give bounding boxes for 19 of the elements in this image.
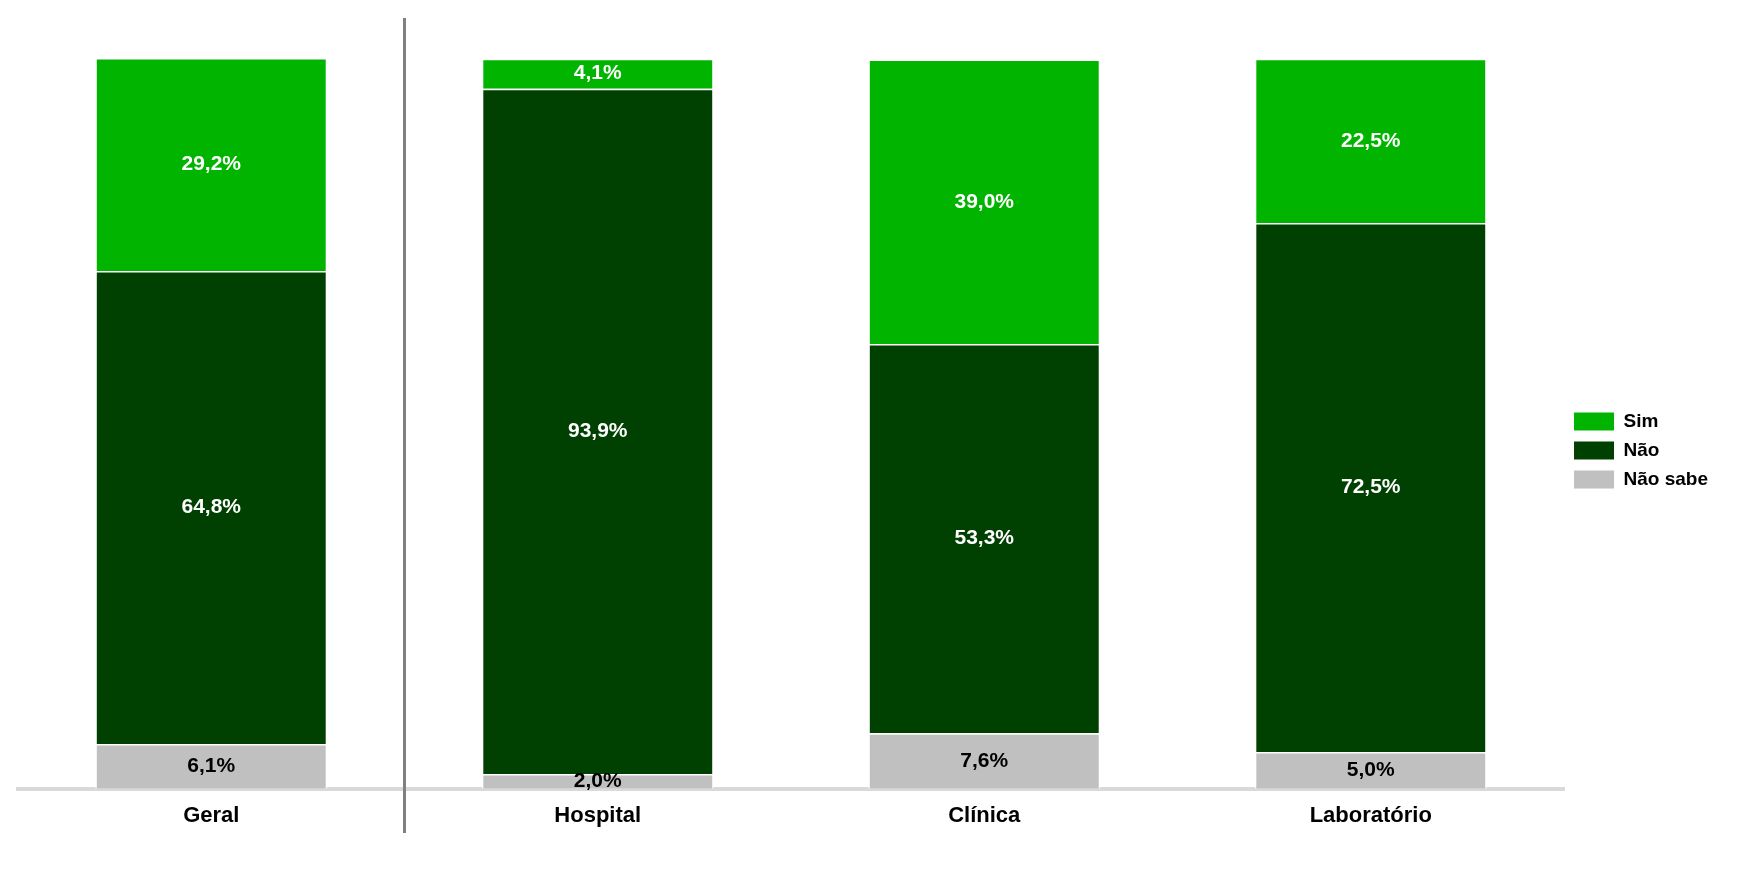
data-label: 64,8% xyxy=(181,494,242,518)
data-label: 39,0% xyxy=(954,188,1015,212)
legend-label: Não sabe xyxy=(1623,467,1708,489)
x-tick-label: Laboratório xyxy=(1309,801,1432,827)
x-tick-label: Geral xyxy=(183,801,240,827)
data-label: 53,3% xyxy=(954,525,1015,549)
x-tick-label: Hospital xyxy=(554,801,642,827)
legend-label: Sim xyxy=(1623,409,1659,431)
data-label: 7,6% xyxy=(960,747,1009,771)
data-label: 5,0% xyxy=(1346,757,1396,781)
x-tick-label: Clínica xyxy=(948,801,1022,827)
data-label: 22,5% xyxy=(1340,127,1401,151)
data-label: 93,9% xyxy=(567,418,628,442)
legend-label: Não xyxy=(1623,438,1660,460)
data-label: 2,0% xyxy=(573,768,623,792)
data-label: 29,2% xyxy=(181,151,242,175)
data-label: 4,1% xyxy=(573,60,623,84)
data-label: 6,1% xyxy=(187,753,236,777)
data-label: 72,5% xyxy=(1340,474,1401,498)
